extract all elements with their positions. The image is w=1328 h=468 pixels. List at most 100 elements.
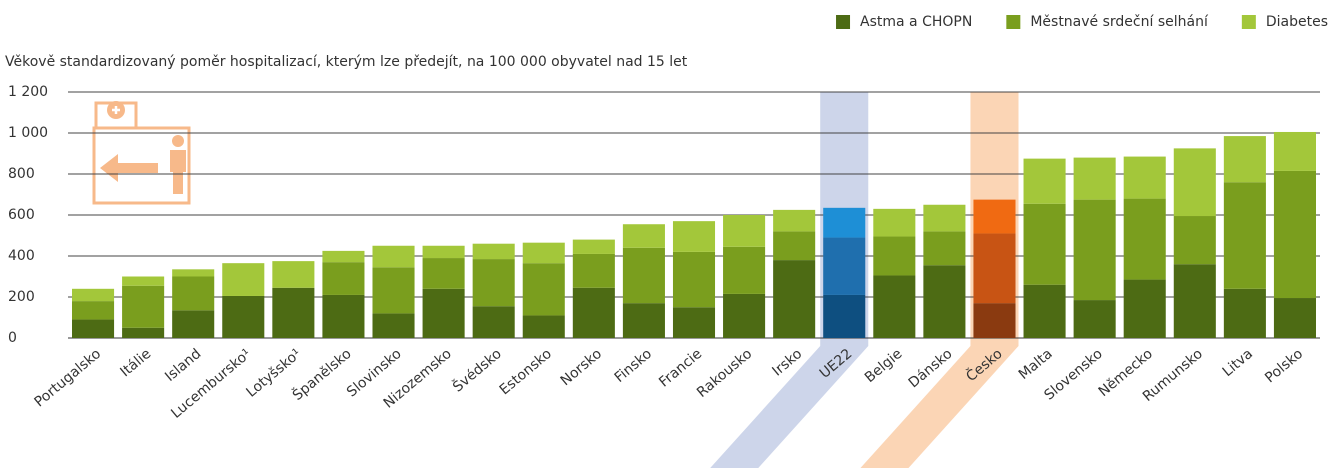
bar-segment xyxy=(823,237,866,295)
bar-segment xyxy=(472,243,515,260)
highlight-band xyxy=(710,92,869,468)
bar-segment xyxy=(72,319,115,338)
bar-segment xyxy=(823,207,866,238)
bar-segment xyxy=(672,221,716,252)
y-tick-label: 0 xyxy=(8,330,17,346)
bar-segment xyxy=(472,259,515,307)
bar-segment xyxy=(773,209,816,232)
bar-segment xyxy=(1123,279,1166,338)
bar-segment xyxy=(873,236,916,276)
bar-segment xyxy=(72,301,115,320)
bar-segment xyxy=(672,307,716,338)
legend-swatch xyxy=(836,15,851,29)
bar-segment xyxy=(622,247,665,304)
bar-segment xyxy=(1073,157,1116,200)
x-tick-label: Island xyxy=(162,346,204,385)
bar-segment xyxy=(522,263,565,316)
bar-segment xyxy=(1123,198,1166,280)
bar-segment xyxy=(172,276,215,311)
x-tick-label: Estonsko xyxy=(497,346,555,398)
x-tick-label: Belgie xyxy=(862,346,906,386)
bar-segment xyxy=(973,233,1016,304)
bar-segment xyxy=(1023,158,1066,204)
bar-segment xyxy=(1273,170,1316,299)
bar-segment xyxy=(1273,298,1316,338)
bar-segment xyxy=(622,224,665,248)
bar-segment xyxy=(723,293,766,338)
legend-label: Městnavé srdeční selhání xyxy=(1030,14,1209,30)
highlight-bands xyxy=(710,92,1019,468)
x-tick-label: Portugalsko xyxy=(32,346,105,411)
bar-segment xyxy=(973,303,1016,338)
bar-segment xyxy=(1173,216,1216,265)
bar-segment xyxy=(1073,300,1116,338)
bar-segment xyxy=(122,276,165,286)
bar-segment xyxy=(172,269,215,277)
bar-segment xyxy=(622,303,665,338)
x-tick-label: Litva xyxy=(1220,346,1256,380)
bar-segment xyxy=(1223,136,1266,183)
legend-swatch xyxy=(1241,15,1256,29)
bar-segment xyxy=(372,245,415,268)
x-tick-label: Norsko xyxy=(558,346,605,389)
bar-segment xyxy=(272,261,315,288)
x-tick-label: Polsko xyxy=(1262,346,1306,386)
x-tick-label: Itálie xyxy=(117,346,154,380)
y-tick-label: 600 xyxy=(8,207,35,223)
bar-segment xyxy=(472,306,515,338)
bar-segment xyxy=(1023,203,1066,285)
bar-segment xyxy=(1023,284,1066,338)
highlight-band xyxy=(860,92,1019,468)
bar-segment xyxy=(672,251,716,308)
bar-segment xyxy=(923,231,966,266)
legend-label: Diabetes xyxy=(1266,14,1328,30)
bar-segment xyxy=(1273,131,1316,171)
bar-segment xyxy=(122,285,165,328)
y-tick-label: 1 000 xyxy=(8,125,48,141)
bar-segment xyxy=(923,204,966,232)
bar-segment xyxy=(322,250,365,263)
bar-segment xyxy=(1123,156,1166,199)
bar-segment xyxy=(172,310,215,338)
bar-segment xyxy=(823,294,866,338)
bar-segment xyxy=(1223,288,1266,338)
bar-segment xyxy=(122,327,165,338)
x-tick-label: Rakousko xyxy=(694,346,755,401)
y-tick-label: 200 xyxy=(8,289,35,305)
y-tick-label: 400 xyxy=(8,248,35,264)
bar-segment xyxy=(372,313,415,338)
bar-segment xyxy=(1173,148,1216,217)
chart-subtitle: Věkově standardizovaný poměr hospitaliza… xyxy=(5,54,688,70)
bar-segment xyxy=(572,239,615,254)
bar-segment xyxy=(923,265,966,338)
bar-segment xyxy=(322,294,365,338)
bar-segment xyxy=(1073,199,1116,301)
y-tick-label: 1 200 xyxy=(8,84,48,100)
x-tick-label: Malta xyxy=(1016,346,1056,383)
bar-segment xyxy=(572,287,615,338)
bar-segment xyxy=(222,295,265,338)
bar-segment xyxy=(72,288,115,302)
bar-segment xyxy=(572,253,615,288)
bar-segment xyxy=(973,199,1016,234)
y-tick-label: 800 xyxy=(8,166,35,182)
bar-segment xyxy=(222,263,265,296)
bar-segment xyxy=(372,267,415,314)
bar-segment xyxy=(322,262,365,295)
bar-segment xyxy=(522,315,565,338)
bar-segment xyxy=(422,288,465,338)
bar-segment xyxy=(522,242,565,264)
bar-segment xyxy=(773,260,816,338)
bar-segment xyxy=(1223,182,1266,289)
legend-swatch xyxy=(1006,15,1021,29)
hospital-icon xyxy=(92,101,191,205)
x-tick-label: Francie xyxy=(656,346,705,391)
x-tick-label: Finsko xyxy=(612,346,655,386)
bar-segment xyxy=(1173,264,1216,338)
legend-label: Astma a CHOPN xyxy=(860,14,972,30)
bar-segment xyxy=(773,231,816,261)
bar-segment xyxy=(422,258,465,289)
bar-segment xyxy=(723,246,766,294)
bar-segment xyxy=(873,208,916,237)
bar-segment xyxy=(873,275,916,338)
